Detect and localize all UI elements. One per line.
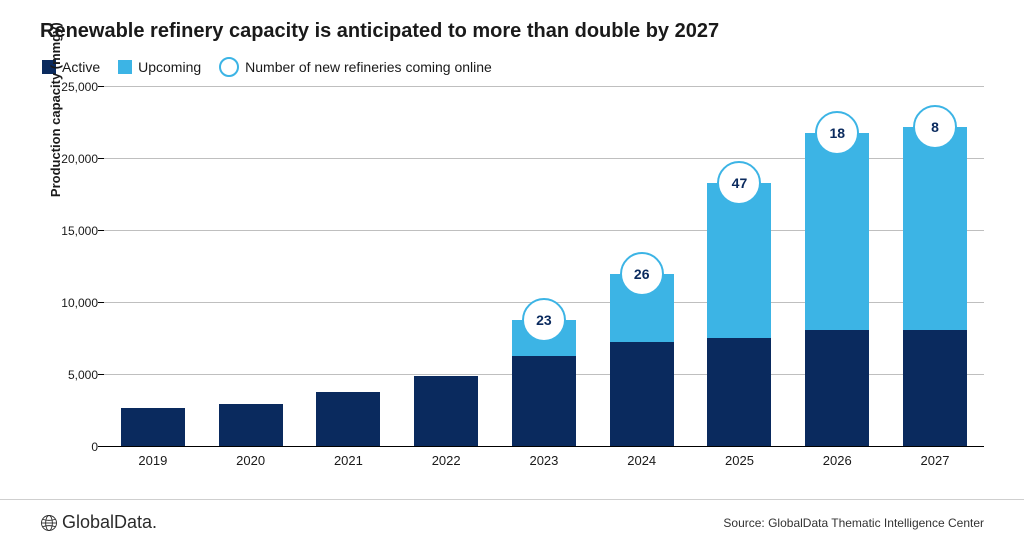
x-tick-label: 2026: [805, 453, 869, 468]
y-tick-label: 0: [48, 440, 98, 454]
bar-column: [316, 392, 380, 447]
x-axis-labels: 2019 2020 2021 2022 2023 2024 2025 2026 2027: [104, 453, 984, 468]
globe-icon: [40, 514, 58, 532]
legend-bubble: Number of new refineries coming online: [219, 57, 492, 77]
bar-column: 47: [707, 183, 771, 447]
y-tick-label: 5,000: [48, 368, 98, 382]
bar-stack: [414, 376, 478, 447]
bar-column: 26: [610, 274, 674, 447]
bar-segment-upcoming: [805, 133, 869, 330]
bar-segment-active: [805, 330, 869, 447]
chart-title: Renewable refinery capacity is anticipat…: [40, 20, 984, 43]
bar-segment-active: [512, 356, 576, 447]
footer: GlobalData. Source: GlobalData Thematic …: [0, 499, 1024, 533]
logo-text: GlobalData.: [62, 512, 157, 533]
bar-stack: [610, 274, 674, 447]
refinery-count-bubble: 8: [913, 105, 957, 149]
bar-segment-upcoming: [903, 127, 967, 330]
bar-stack: [219, 404, 283, 447]
x-tick-label: 2020: [219, 453, 283, 468]
bar-segment-active: [707, 338, 771, 447]
x-axis-line: [104, 446, 984, 447]
legend-upcoming-swatch: [118, 60, 132, 74]
plot-area: Production capacity (mmgy) 05,00010,0001…: [104, 87, 984, 447]
y-tick-label: 25,000: [48, 80, 98, 94]
bar-stack: [805, 133, 869, 447]
legend-bubble-label: Number of new refineries coming online: [245, 59, 492, 75]
bar-column: 23: [512, 320, 576, 447]
y-axis-label: Production capacity (mmgy): [48, 22, 63, 197]
x-tick-label: 2024: [610, 453, 674, 468]
bar-segment-active: [121, 408, 185, 447]
source-text: Source: GlobalData Thematic Intelligence…: [723, 516, 984, 530]
legend-bubble-swatch: [219, 57, 239, 77]
legend-upcoming-label: Upcoming: [138, 59, 201, 75]
bar-stack: [316, 392, 380, 447]
legend-active-label: Active: [62, 59, 100, 75]
bar-segment-active: [414, 376, 478, 447]
bar-stack: [121, 408, 185, 447]
bar-column: 8: [903, 127, 967, 447]
x-tick-label: 2021: [316, 453, 380, 468]
legend: Active Upcoming Number of new refineries…: [42, 57, 984, 77]
bar-column: [219, 404, 283, 447]
y-tick-label: 15,000: [48, 224, 98, 238]
y-tick-label: 20,000: [48, 152, 98, 166]
x-tick-label: 2027: [903, 453, 967, 468]
bar-stack: [707, 183, 771, 447]
refinery-count-bubble: 26: [620, 252, 664, 296]
x-tick-label: 2019: [121, 453, 185, 468]
bar-segment-active: [903, 330, 967, 447]
x-tick-label: 2023: [512, 453, 576, 468]
bar-segment-active: [610, 342, 674, 447]
y-tick-label: 10,000: [48, 296, 98, 310]
refinery-count-bubble: 18: [815, 111, 859, 155]
bar-stack: [903, 127, 967, 447]
globaldata-logo: GlobalData.: [40, 512, 157, 533]
bar-segment-active: [219, 404, 283, 447]
x-tick-label: 2025: [707, 453, 771, 468]
bar-column: [414, 376, 478, 447]
bar-column: [121, 408, 185, 447]
bars-container: 232647188: [104, 87, 984, 447]
bar-column: 18: [805, 133, 869, 447]
bar-segment-upcoming: [707, 183, 771, 337]
refinery-count-bubble: 23: [522, 298, 566, 342]
bar-segment-active: [316, 392, 380, 447]
x-tick-label: 2022: [414, 453, 478, 468]
legend-upcoming: Upcoming: [118, 59, 201, 75]
